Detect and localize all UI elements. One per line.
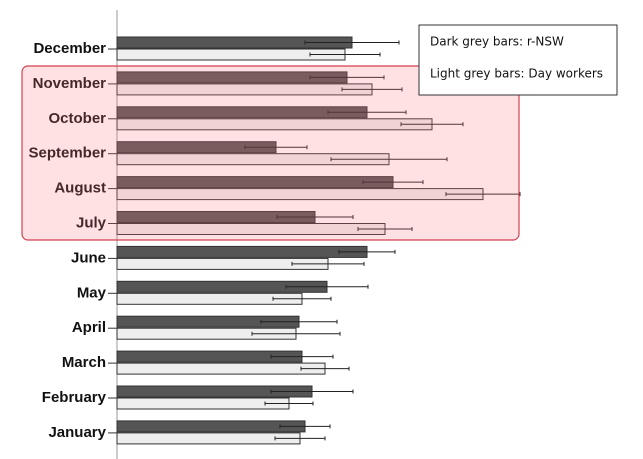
y-tick-label: June bbox=[71, 249, 106, 266]
y-tick-label: July bbox=[76, 214, 107, 231]
y-tick-label: December bbox=[33, 40, 106, 57]
legend-label: Dark grey bars: r-NSW bbox=[430, 35, 564, 49]
y-tick-label: January bbox=[48, 424, 106, 441]
y-tick-label: April bbox=[72, 319, 106, 336]
y-tick-label: November bbox=[33, 75, 107, 92]
y-tick-label: May bbox=[77, 284, 107, 301]
bar bbox=[116, 432, 301, 445]
bar bbox=[116, 420, 306, 433]
y-tick-label: February bbox=[42, 389, 107, 406]
highlight-box bbox=[21, 65, 520, 241]
bar bbox=[116, 362, 326, 375]
bar bbox=[116, 397, 290, 410]
legend-box bbox=[418, 24, 618, 96]
y-tick-label: August bbox=[54, 180, 106, 197]
legend-label: Light grey bars: Day workers bbox=[430, 67, 603, 81]
bar bbox=[116, 245, 368, 258]
y-tick-label: March bbox=[62, 354, 106, 371]
y-tick-label: September bbox=[28, 145, 106, 162]
y-tick-label: October bbox=[48, 110, 106, 127]
plot: December November October September August Ju… bbox=[28, 36, 521, 445]
